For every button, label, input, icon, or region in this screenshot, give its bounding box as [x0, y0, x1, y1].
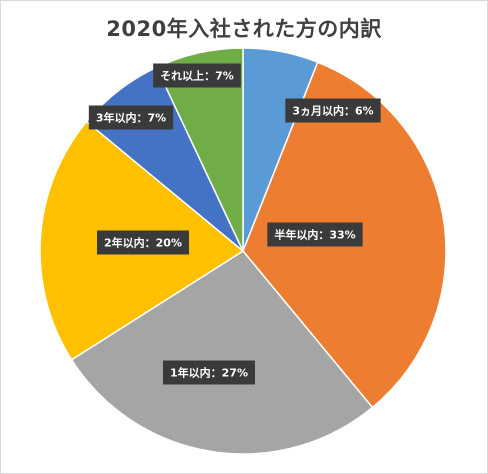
data-label-box [153, 63, 241, 88]
data-label-text: 2年以内：20% [104, 236, 182, 250]
data-label-box [97, 230, 189, 255]
data-label-box [88, 105, 174, 130]
data-label-box [267, 222, 363, 247]
chart-title: 2020年入社された方の内訳 [106, 17, 382, 41]
data-label-text: 半年以内：33% [274, 228, 355, 242]
data-label-2: 半年以内：33% [267, 222, 363, 247]
data-label-1: 3ヵ月以内：6% [285, 98, 381, 123]
data-label-box [285, 98, 381, 123]
data-label-box [163, 360, 255, 385]
data-label-text: 3ヵ月以内：6% [292, 104, 373, 118]
data-label-5: 3年以内：7% [88, 105, 174, 130]
data-label-6: それ以上：7% [153, 63, 241, 88]
data-label-text: それ以上：7% [160, 69, 234, 83]
pie-slice-3 [70, 250, 374, 455]
data-label-text: 3年以内：7% [96, 111, 166, 125]
data-label-text: 1年以内：27% [170, 366, 248, 380]
data-label-3: 1年以内：27% [163, 360, 255, 385]
pie-data-labels: 3ヵ月以内：6% 半年以内：33% 1年以内：27% 2年以内：20% 3年以内：7% そ… [88, 63, 381, 385]
data-label-4: 2年以内：20% [97, 230, 189, 255]
